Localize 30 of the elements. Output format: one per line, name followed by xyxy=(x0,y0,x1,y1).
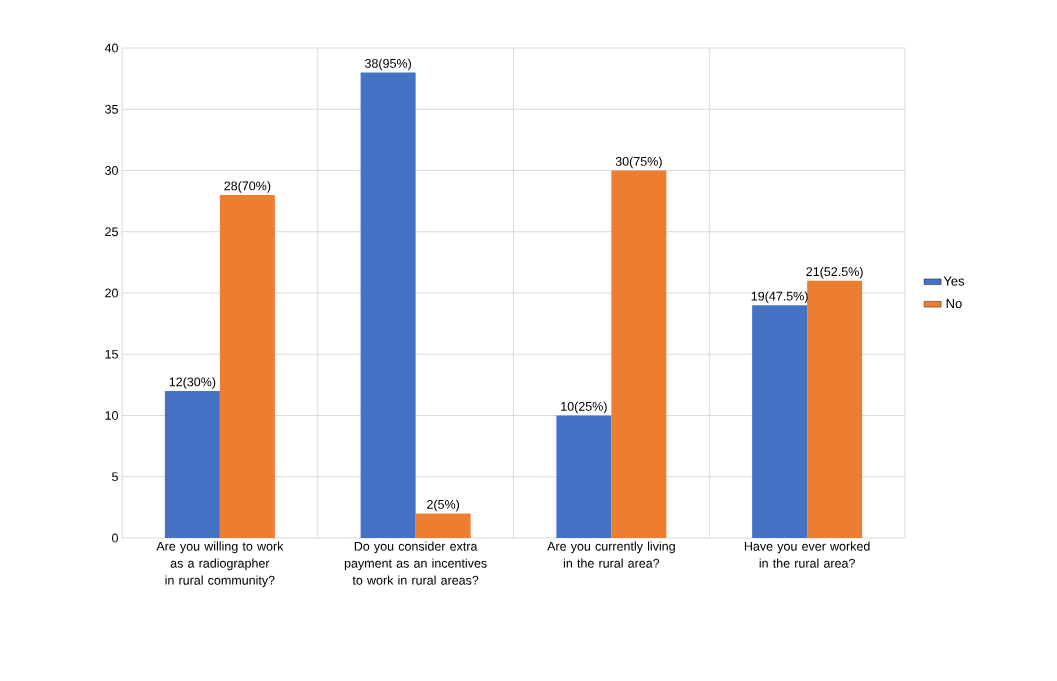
legend-label: No xyxy=(946,299,962,309)
y-tick-label: 20 xyxy=(105,288,118,298)
bar xyxy=(807,280,863,538)
x-tick-label: Are you currently living in the rural area? xyxy=(547,541,675,568)
bar xyxy=(752,305,808,538)
data-label: 2(5%) xyxy=(427,499,460,512)
y-tick-label: 35 xyxy=(105,104,118,114)
y-tick-label: 5 xyxy=(112,472,118,482)
bar xyxy=(219,195,275,538)
legend-label: Yes xyxy=(943,276,965,286)
y-tick-label: 25 xyxy=(105,227,118,237)
data-label: 21(52.5%) xyxy=(806,266,863,279)
x-tick-label: Do you consider extra payment as an incentives to work in rural areas? xyxy=(344,541,487,585)
data-label: 30(75%) xyxy=(615,156,662,169)
y-tick-label: 10 xyxy=(105,411,118,420)
bar xyxy=(556,415,612,538)
y-tick-label: 0 xyxy=(112,533,118,543)
y-tick-label: 15 xyxy=(105,349,118,359)
bar xyxy=(164,391,220,538)
y-tick-label: 30 xyxy=(105,166,118,175)
x-tick-label: Are you willing to work as a radiographer in rural community? xyxy=(156,541,284,588)
bar xyxy=(415,513,471,538)
data-label: 28(70%) xyxy=(224,181,271,193)
data-label: 10(25%) xyxy=(561,401,607,414)
bar xyxy=(611,170,667,538)
y-tick-label: 40 xyxy=(104,43,118,53)
bar xyxy=(360,72,416,538)
data-label: 38(95%) xyxy=(364,58,411,71)
data-label: 12(30%) xyxy=(169,377,216,389)
x-tick-label: Have you ever worked in the rural area? xyxy=(744,541,870,568)
